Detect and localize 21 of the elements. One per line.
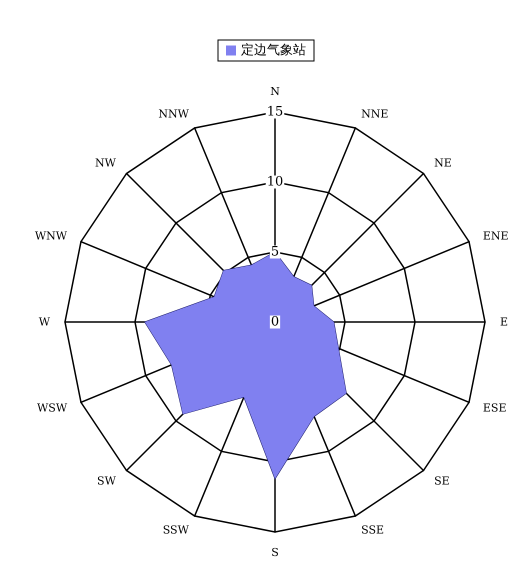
spoke-label: SSW: [162, 523, 190, 536]
legend-label: 定边气象站: [241, 43, 306, 58]
spoke-label: N: [270, 85, 280, 98]
spoke-label: SW: [97, 474, 117, 488]
spoke-label: NNW: [158, 108, 190, 121]
spoke-label: WNW: [34, 229, 68, 242]
spoke-label: ENE: [482, 229, 509, 242]
y-tick-label: 5: [270, 244, 280, 260]
spoke-label: WSW: [36, 402, 68, 415]
y-tick-label: 10: [266, 174, 284, 190]
spoke-label: ESE: [482, 402, 506, 415]
spoke-label: SSE: [361, 523, 384, 536]
spoke-label: NE: [434, 156, 452, 170]
spoke-label: S: [271, 546, 279, 559]
spoke-label: E: [500, 316, 508, 328]
spoke-label: NW: [94, 156, 117, 170]
y-tick-label: 0: [270, 314, 280, 330]
spoke-label: SE: [434, 474, 450, 488]
spoke-label: NNE: [361, 108, 388, 121]
spoke-label: W: [38, 316, 51, 328]
y-tick-label: 15: [266, 104, 284, 120]
